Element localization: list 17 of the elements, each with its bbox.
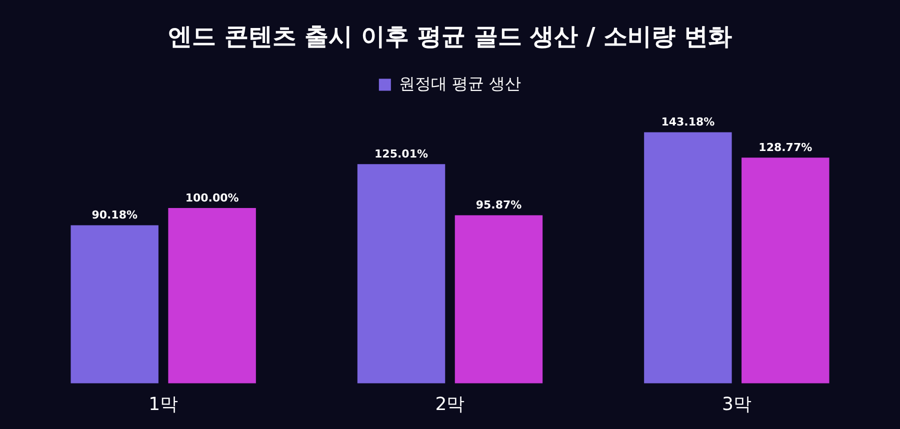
chart-title: 엔드 콘텐츠 출시 이후 평균 골드 생산 / 소비량 변화 — [168, 22, 732, 51]
data-label: 143.18% — [661, 116, 715, 129]
bar — [70, 225, 158, 384]
x-tick-label: 2막 — [435, 394, 465, 415]
data-label: 125.01% — [374, 148, 428, 161]
data-label: 95.87% — [476, 198, 522, 212]
legend-label: 원정대 평균 생산 — [398, 74, 522, 93]
bar — [168, 208, 256, 384]
x-tick-label: 3막 — [722, 394, 752, 415]
data-label: 128.77% — [758, 140, 812, 154]
bar — [742, 158, 830, 384]
data-label: 90.18% — [92, 208, 138, 222]
bar — [357, 164, 446, 384]
x-tick-label: 1막 — [148, 394, 178, 415]
bar — [644, 132, 732, 384]
bar — [454, 215, 543, 384]
data-label: 100.00% — [185, 191, 239, 204]
